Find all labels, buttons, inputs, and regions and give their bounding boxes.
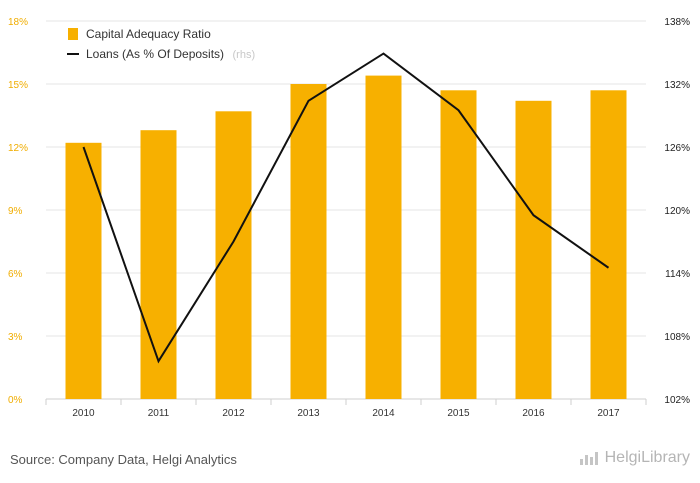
bar-2016: [515, 100, 552, 400]
legend-swatch-bar: [68, 28, 78, 40]
brand-logo: HelgiLibrary: [579, 449, 690, 467]
x-axis: 2010 2011 2012 2013 2014 2015 2016 2017: [45, 399, 647, 419]
bar-2015: [440, 90, 477, 400]
bar-2017: [590, 90, 627, 400]
legend-label-bar: Capital Adequacy Ratio: [86, 27, 211, 41]
x-axis-tick-label: 2010: [72, 408, 95, 419]
legend: Capital Adequacy Ratio Loans (As % Of De…: [67, 27, 255, 62]
left-axis-tick-label: 12%: [8, 143, 28, 154]
bar-2012: [215, 111, 252, 400]
right-axis-tick-label: 120%: [664, 206, 690, 217]
right-axis-tick-label: 126%: [664, 143, 690, 154]
chart-bars-icon: [579, 452, 598, 465]
right-axis-tick-label: 114%: [665, 269, 690, 280]
right-axis: 102% 108% 114% 120% 126% 132% 138%: [664, 17, 690, 406]
x-axis-tick-label: 2014: [372, 408, 395, 419]
right-axis-tick-label: 138%: [664, 17, 690, 28]
brand-name: HelgiLibrary: [604, 449, 690, 466]
left-axis: 0% 3% 6% 9% 12% 15% 18%: [8, 17, 28, 406]
bar-2014: [365, 75, 402, 399]
legend-label-line-group: Loans (As % Of Deposits) (rhs): [86, 45, 255, 62]
right-axis-tick-label: 108%: [664, 332, 690, 343]
legend-label-rhs: (rhs): [233, 49, 256, 61]
loans-line: [82, 52, 610, 364]
bar-series: [65, 75, 627, 400]
left-axis-tick-label: 15%: [8, 80, 28, 91]
right-axis-tick-label: 132%: [664, 80, 690, 91]
x-axis-tick-label: 2011: [148, 408, 170, 419]
legend-label-line: Loans (As % Of Deposits): [86, 47, 224, 61]
line-series: [82, 52, 610, 364]
bar-2011: [140, 130, 177, 399]
source-note: Source: Company Data, Helgi Analytics: [10, 452, 237, 467]
x-axis-tick-label: 2012: [222, 408, 245, 419]
left-axis-tick-label: 0%: [8, 395, 23, 406]
bar-2013: [290, 84, 327, 399]
x-axis-tick-label: 2016: [522, 408, 545, 419]
left-axis-tick-label: 18%: [8, 17, 28, 28]
left-axis-tick-label: 6%: [8, 269, 23, 280]
left-axis-tick-label: 9%: [8, 206, 23, 217]
x-axis-tick-label: 2015: [447, 408, 470, 419]
bar-2010: [65, 142, 102, 400]
chart-area: 0% 3% 6% 9% 12% 15% 18% 102% 108% 114% 120% 126% 13…: [8, 17, 690, 419]
x-axis-tick-label: 2013: [297, 408, 320, 419]
right-axis-tick-label: 102%: [664, 395, 690, 406]
x-axis-tick-label: 2017: [597, 408, 620, 419]
left-axis-tick-label: 3%: [8, 332, 23, 343]
